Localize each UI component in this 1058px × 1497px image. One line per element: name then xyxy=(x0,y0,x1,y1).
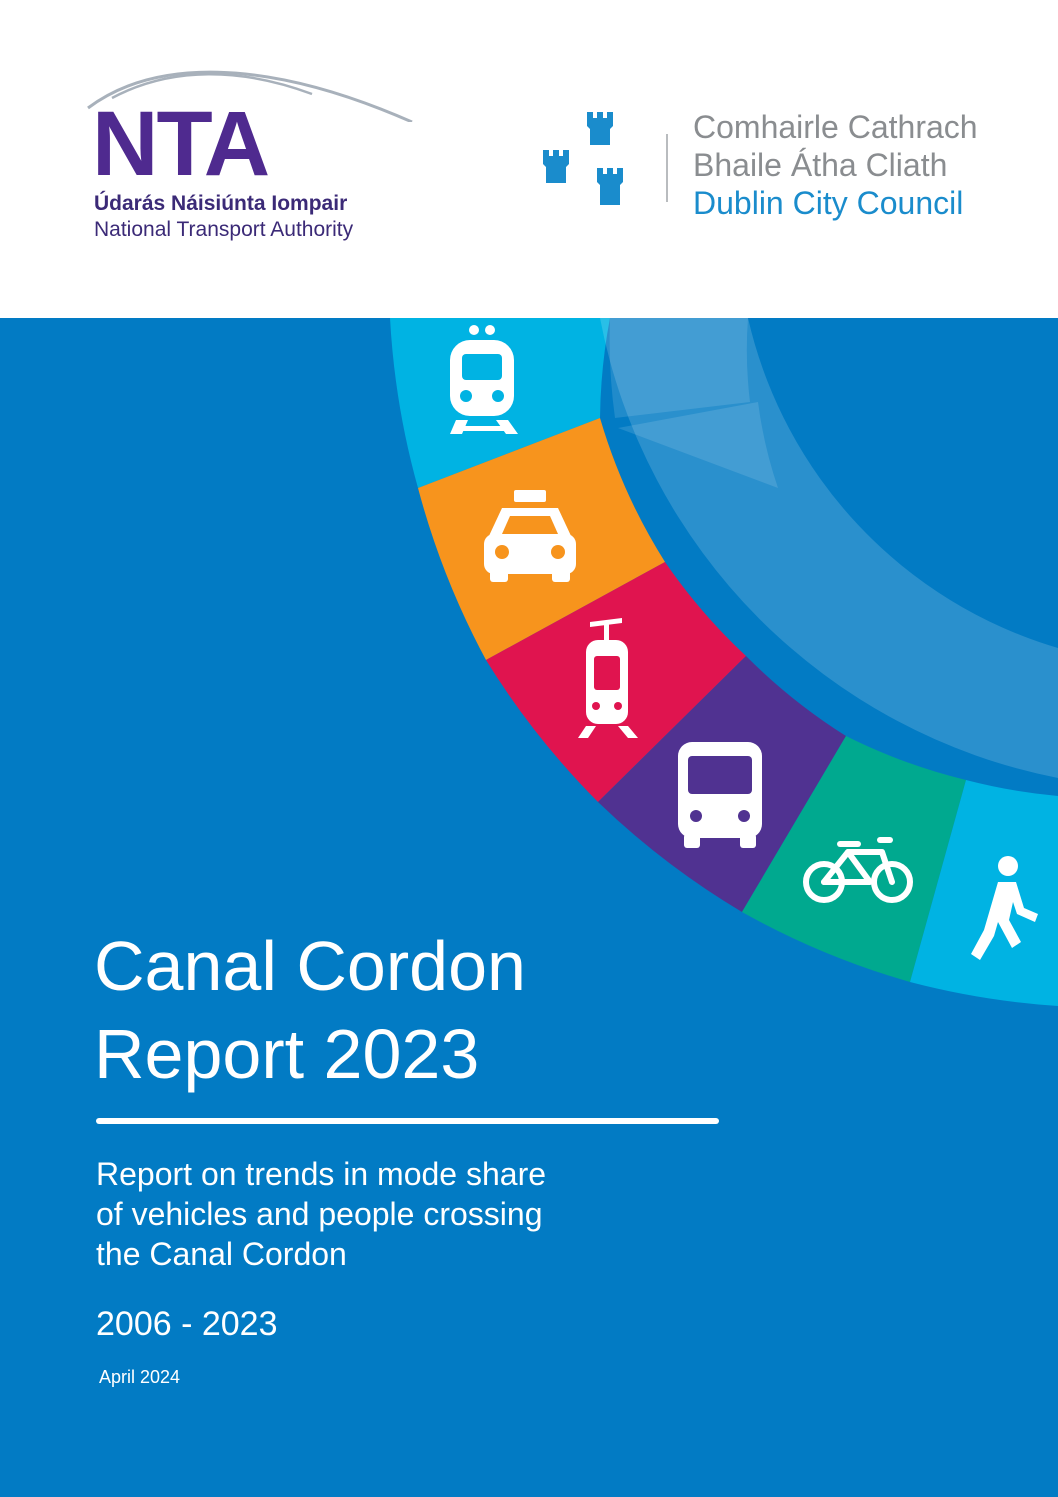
transport-mode-ring xyxy=(390,318,1058,1006)
dcc-name-english: Dublin City Council xyxy=(693,185,964,221)
dcc-name-irish-line-1: Comhairle Cathrach xyxy=(693,109,978,145)
ring-inner-band xyxy=(600,318,1058,778)
report-subtitle: Report on trends in mode share of vehicl… xyxy=(96,1154,716,1274)
cover-hero: Canal Cordon Report 2023 Report on trend… xyxy=(0,318,1058,1497)
ring-segment-walk xyxy=(910,780,1058,1006)
title-divider xyxy=(96,1118,719,1124)
dcc-name-irish-line-2: Bhaile Átha Cliath xyxy=(693,147,948,183)
report-subtitle-line-2: of vehicles and people crossing xyxy=(96,1196,543,1232)
nta-wordmark: NTA xyxy=(92,93,270,195)
three-castles-icon xyxy=(543,112,623,205)
nta-logo: NTA Údarás Náisiúnta Iompair National Tr… xyxy=(82,62,422,252)
nta-arc-icon xyxy=(87,70,413,122)
report-title-line-2: Report 2023 xyxy=(94,1015,480,1093)
report-subtitle-line-3: the Canal Cordon xyxy=(96,1236,347,1272)
publication-date: April 2024 xyxy=(99,1367,181,1387)
report-year-range: 2006 - 2023 xyxy=(96,1305,278,1343)
bus-icon xyxy=(678,742,762,848)
nta-name-english: National Transport Authority xyxy=(94,218,354,241)
page-header: NTA Údarás Náisiúnta Iompair National Tr… xyxy=(0,0,1058,318)
pedestrian-icon xyxy=(971,856,1038,960)
dcc-logo: Comhairle Cathrach Bhaile Átha Cliath Du… xyxy=(535,108,995,228)
report-title-line-1: Canal Cordon xyxy=(94,927,526,1005)
train-icon xyxy=(450,325,518,434)
nta-name-irish: Údarás Náisiúnta Iompair xyxy=(94,192,348,215)
logo-divider xyxy=(666,134,668,202)
bicycle-icon xyxy=(803,837,913,903)
tram-icon xyxy=(578,618,638,738)
taxi-icon xyxy=(484,490,576,582)
report-title: Canal Cordon Report 2023 xyxy=(94,922,526,1098)
report-subtitle-line-1: Report on trends in mode share xyxy=(96,1156,547,1192)
